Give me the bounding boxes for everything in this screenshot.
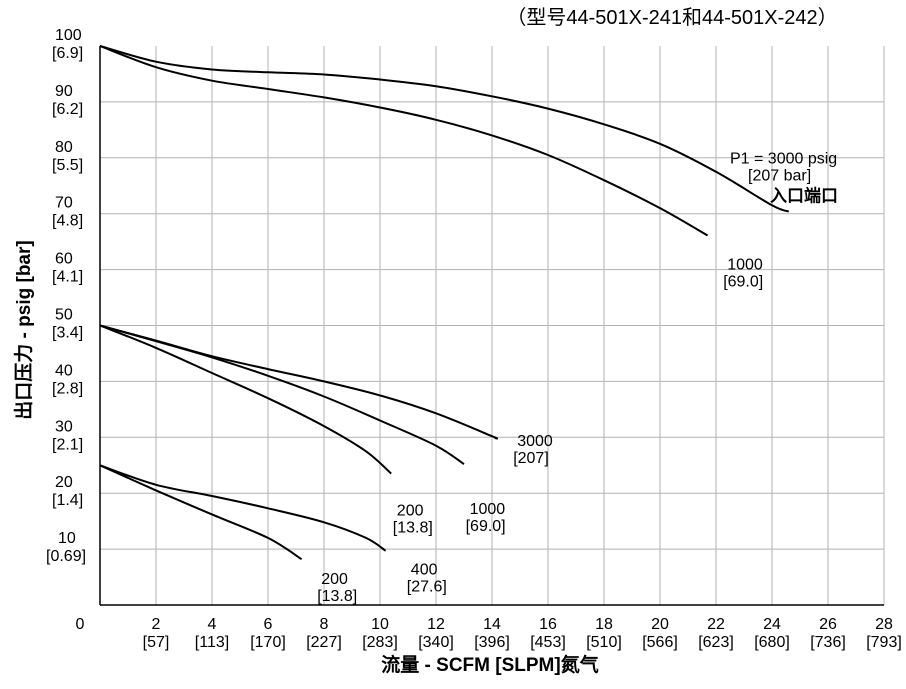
series-labels: P1 = 3000 psig[207 bar]入口端口1000[69.0]300… (317, 150, 838, 604)
series-label-line: [69.0] (723, 274, 763, 291)
y-tick-sublabel: [2.1] (52, 436, 83, 453)
x-tick-label: 24 (763, 616, 781, 633)
series-label-line: [69.0] (466, 518, 506, 535)
series-line-2 (99, 45, 709, 237)
y-tick-label: 50 (55, 307, 73, 324)
series-label-line: 1000 (727, 257, 763, 274)
series-label-line: [207 bar] (748, 167, 811, 184)
x-tick-sublabel: [510] (586, 634, 622, 651)
x-tick-label: 4 (208, 616, 217, 633)
x-axis-ticks: 0 2[57] 4[113] 6[170] 8[227] 10[283] 12[340] 14… (76, 616, 902, 651)
series-label-line: P1 = 3000 psig (730, 150, 837, 167)
y-tick-sublabel: [3.4] (52, 325, 83, 342)
x-tick-label: 18 (595, 616, 613, 633)
series-label-5: 200[13.8] (393, 503, 433, 537)
series-curves (99, 45, 790, 561)
series-label-3: 3000[207] (513, 433, 553, 467)
x-tick-sublabel: [396] (474, 634, 510, 651)
y-tick-label: 90 (55, 83, 73, 100)
y-axis-ticks: 10[0.69]20[1.4]30[2.1]40[2.8]50[3.4]60[4… (46, 27, 86, 565)
grid (100, 46, 885, 605)
y-tick-sublabel: [6.2] (52, 101, 83, 118)
x-tick-label: 14 (483, 616, 501, 633)
x-tick-label: 6 (264, 616, 273, 633)
x-tick-label: 10 (371, 616, 389, 633)
x-tick-sublabel: [57] (143, 634, 170, 651)
series-label-1: P1 = 3000 psig[207 bar]入口端口 (730, 150, 838, 205)
x-tick-label: 26 (819, 616, 837, 633)
x-tick-label: 8 (320, 616, 329, 633)
y-tick-label: 40 (55, 362, 73, 379)
y-tick-sublabel: [4.1] (52, 269, 83, 286)
y-tick-sublabel: [5.5] (52, 157, 83, 174)
x-tick-sublabel: [283] (362, 634, 398, 651)
y-tick-sublabel: [2.8] (52, 380, 83, 397)
chart-subtitle: （型号44-501X-241和44-501X-242） (506, 6, 837, 29)
x-tick-sublabel: [623] (698, 634, 734, 651)
y-tick-sublabel: [0.69] (46, 548, 86, 565)
x-tick-label: 2 (152, 616, 161, 633)
y-tick-sublabel: [1.4] (52, 492, 83, 509)
x-tick-sublabel: [566] (642, 634, 678, 651)
x-tick-sublabel: [170] (250, 634, 286, 651)
series-label-2: 1000[69.0] (723, 257, 763, 291)
x-tick-label: 20 (651, 616, 669, 633)
series-line-5 (99, 324, 392, 475)
series-label-line: 入口端口 (770, 185, 838, 205)
series-line-4 (99, 324, 465, 465)
y-tick-label: 100 (55, 27, 82, 44)
y-axis-title: 出口压力 - psig [bar] (12, 240, 35, 419)
y-tick-label: 30 (55, 418, 73, 435)
y-tick-label: 60 (55, 251, 73, 268)
y-tick-sublabel: [6.9] (52, 45, 83, 62)
series-label-line: [13.8] (317, 588, 357, 605)
x-tick-label: 0 (76, 616, 85, 633)
x-tick-sublabel: [227] (306, 634, 342, 651)
series-label-line: [27.6] (407, 578, 447, 595)
x-tick-sublabel: [453] (530, 634, 566, 651)
series-line-6 (99, 464, 387, 552)
x-tick-sublabel: [680] (754, 634, 790, 651)
series-line-7 (99, 464, 303, 561)
series-label-line: [207] (513, 450, 549, 467)
x-tick-sublabel: [736] (810, 634, 846, 651)
x-tick-sublabel: [113] (195, 634, 229, 651)
x-tick-label: 28 (875, 616, 893, 633)
series-line-1 (99, 45, 790, 213)
series-label-line: 1000 (470, 501, 506, 518)
y-tick-sublabel: [4.8] (52, 213, 83, 230)
x-tick-label: 16 (539, 616, 557, 633)
series-label-line: 400 (411, 561, 438, 578)
y-tick-label: 70 (55, 195, 73, 212)
series-label-line: 200 (321, 571, 348, 588)
series-label-line: 3000 (517, 433, 553, 450)
y-tick-label: 20 (55, 474, 73, 491)
x-tick-label: 12 (427, 616, 445, 633)
x-tick-sublabel: [340] (418, 634, 454, 651)
series-label-4: 1000[69.0] (466, 501, 506, 535)
y-tick-label: 80 (55, 139, 73, 156)
x-tick-label: 22 (707, 616, 725, 633)
series-label-6: 400[27.6] (407, 561, 447, 595)
series-label-line: [13.8] (393, 520, 433, 537)
y-tick-label: 10 (58, 530, 76, 547)
x-tick-sublabel: [793] (866, 634, 902, 651)
x-axis-title: 流量 - SCFM [SLPM]氮气 (381, 653, 598, 676)
series-label-line: 200 (397, 503, 424, 520)
series-label-7: 200[13.8] (317, 571, 357, 605)
